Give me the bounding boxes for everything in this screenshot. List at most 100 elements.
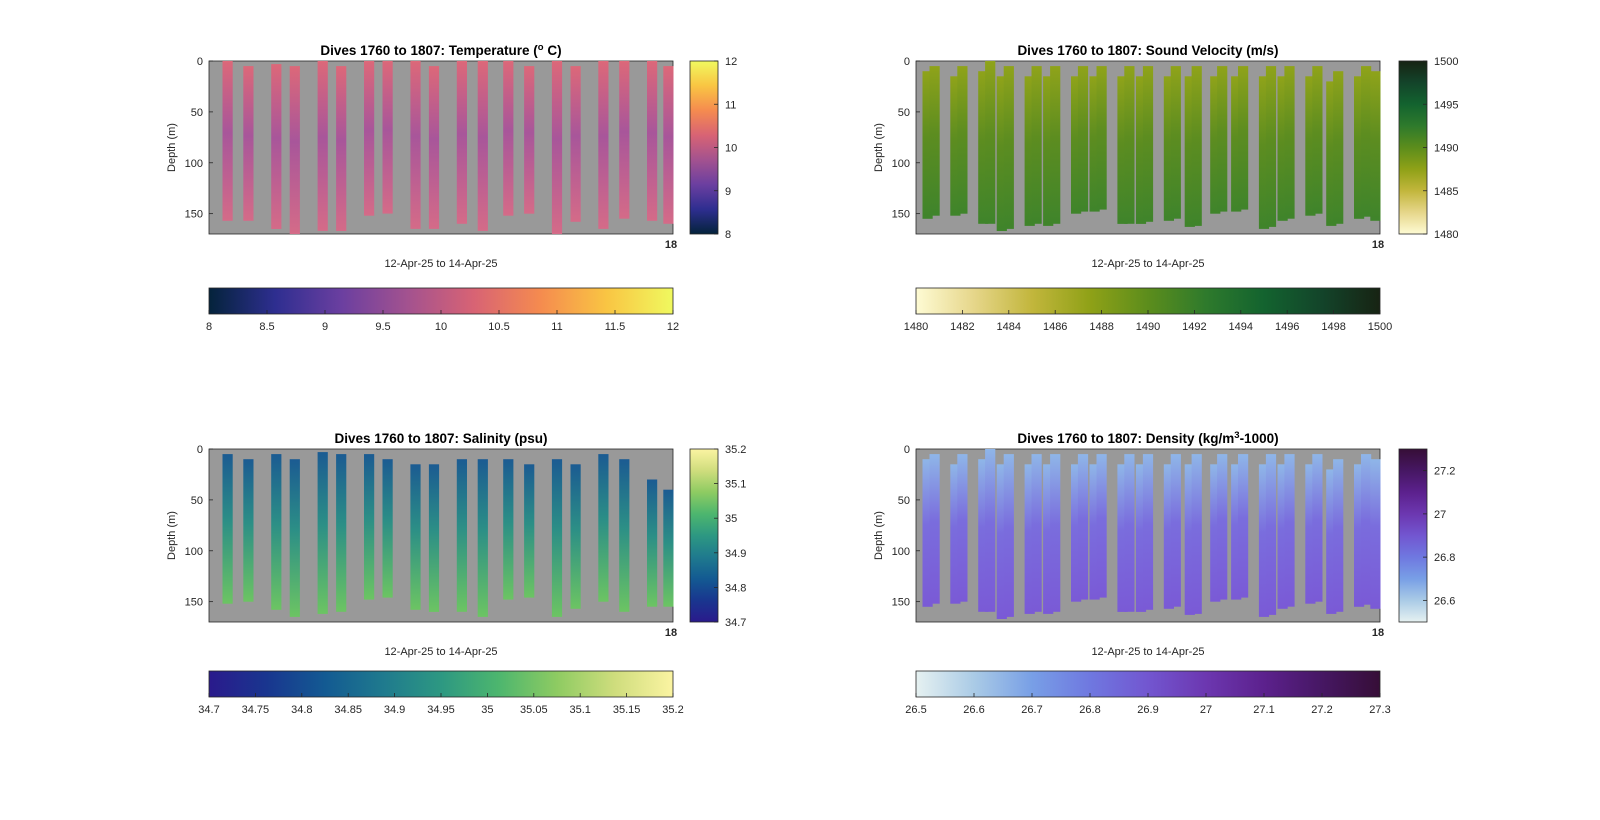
dive-profile	[1265, 66, 1277, 227]
x-tick-label: 18	[1372, 239, 1384, 251]
dive-profile	[996, 76, 1007, 231]
dive-profile	[1326, 469, 1337, 614]
dive-profile	[647, 61, 658, 221]
dive-profile	[456, 459, 467, 612]
colorbar-tick-label: 8	[725, 229, 731, 241]
title-text: Dives 1760 to 1807: Density (kg/m	[1017, 431, 1234, 446]
hbar-tick-label: 34.85	[334, 704, 362, 716]
dive-profile	[1258, 76, 1270, 229]
title-text: C)	[544, 43, 562, 58]
dive-profile	[1077, 454, 1089, 600]
colorbar-tick-label: 34.7	[725, 617, 746, 629]
colorbar-horizontal	[915, 287, 1381, 315]
dive-profile	[1184, 76, 1195, 227]
dive-profile	[1231, 76, 1242, 212]
x-tick-label: 18	[665, 239, 677, 251]
dive-profile	[1117, 76, 1128, 224]
dive-profile	[1354, 464, 1365, 607]
dive-profile	[1124, 66, 1135, 224]
dive-profile	[428, 464, 440, 612]
colorbar-vertical	[689, 448, 719, 623]
dive-profile	[551, 61, 563, 234]
dive-profile	[382, 459, 393, 598]
hbar-tick-label: 35	[481, 704, 493, 716]
hbar-tick-label: 27.1	[1253, 704, 1274, 716]
dive-profile	[1071, 464, 1082, 602]
y-tick-label: 50	[898, 495, 910, 507]
dive-profile	[1031, 66, 1042, 224]
dive-profile	[1003, 454, 1014, 617]
dive-profile	[1043, 76, 1054, 226]
title-text: Dives 1760 to 1807: Temperature (	[320, 43, 538, 58]
dive-profile	[950, 464, 961, 604]
colorbar-tick-label: 1500	[1434, 56, 1458, 68]
dive-profile	[978, 459, 989, 612]
dive-profile	[1277, 76, 1288, 221]
dive-profile	[428, 66, 440, 229]
dive-profile	[1089, 464, 1100, 600]
hbar-tick-label: 1482	[950, 321, 974, 333]
y-axis-label: Depth (m)	[166, 511, 178, 560]
dive-profile	[1117, 464, 1128, 612]
hbar-tick-label: 35.1	[569, 704, 590, 716]
dive-profile	[996, 464, 1007, 619]
dive-profile	[1024, 464, 1035, 614]
chart-title: Dives 1760 to 1807: Temperature (o C)	[320, 42, 561, 58]
dive-profile	[1333, 459, 1344, 612]
dive-profile	[957, 454, 968, 602]
dive-profile	[985, 61, 996, 224]
y-tick-label: 0	[197, 444, 203, 456]
dive-profile	[336, 66, 347, 231]
colorbar-tick-label: 1480	[1434, 229, 1458, 241]
dive-profile	[317, 452, 328, 614]
dive-profile	[922, 71, 933, 219]
hbar-tick-label: 35.15	[613, 704, 641, 716]
hbar-tick-label: 1488	[1089, 321, 1113, 333]
x-axis-label: 12-Apr-25 to 14-Apr-25	[1091, 258, 1204, 270]
hbar-tick-label: 1494	[1229, 321, 1253, 333]
dive-profile	[289, 459, 300, 617]
title-text: Dives 1760 to 1807: Sound Velocity (m/s)	[1017, 43, 1278, 58]
colorbar-horizontal	[208, 287, 674, 315]
dive-profile	[929, 66, 940, 216]
chart-title: Dives 1760 to 1807: Salinity (psu)	[334, 431, 547, 446]
title-superscript: 3	[1234, 430, 1239, 441]
dive-profile	[1238, 454, 1249, 598]
hbar-tick-label: 34.95	[427, 704, 455, 716]
colorbar-tick-label: 12	[725, 56, 737, 68]
y-tick-label: 50	[898, 107, 910, 119]
panel-haline: Dives 1760 to 1807: Salinity (psu) 0 50 100…	[166, 431, 746, 716]
y-tick-label: 100	[892, 546, 910, 558]
dive-profile	[1135, 76, 1147, 224]
dive-profile	[619, 459, 630, 612]
y-tick-label: 100	[185, 546, 203, 558]
colorbar-tick-label: 1485	[1434, 186, 1458, 198]
x-axis-label: 12-Apr-25 to 14-Apr-25	[384, 258, 497, 270]
colorbar-vertical	[1398, 448, 1428, 623]
dive-profile	[1305, 76, 1316, 216]
dive-profile	[950, 76, 961, 216]
y-axis-label: Depth (m)	[166, 123, 178, 172]
x-axis-label: 12-Apr-25 to 14-Apr-25	[1091, 646, 1204, 658]
dive-profile	[929, 454, 940, 604]
colorbar-tick-label: 35	[725, 513, 737, 525]
dive-profile	[957, 66, 968, 214]
y-tick-label: 0	[197, 56, 203, 68]
dive-profile	[243, 66, 254, 221]
colorbar-tick-label: 27	[1434, 509, 1446, 521]
dive-profile	[524, 66, 535, 214]
dive-profile	[222, 61, 233, 221]
dive-profile	[1217, 66, 1228, 212]
dive-profile	[598, 61, 609, 229]
hbar-tick-label: 1492	[1182, 321, 1206, 333]
dive-profile	[1312, 454, 1323, 602]
hbar-tick-label: 34.8	[291, 704, 312, 716]
hbar-tick-label: 1500	[1368, 321, 1392, 333]
dive-profile	[1043, 464, 1054, 614]
dive-profile	[1089, 76, 1100, 212]
dive-profile	[410, 61, 421, 229]
dive-profile	[364, 454, 375, 600]
chart-title: Dives 1760 to 1807: Density (kg/m3-1000)	[1017, 430, 1278, 446]
dive-profile	[922, 459, 933, 607]
